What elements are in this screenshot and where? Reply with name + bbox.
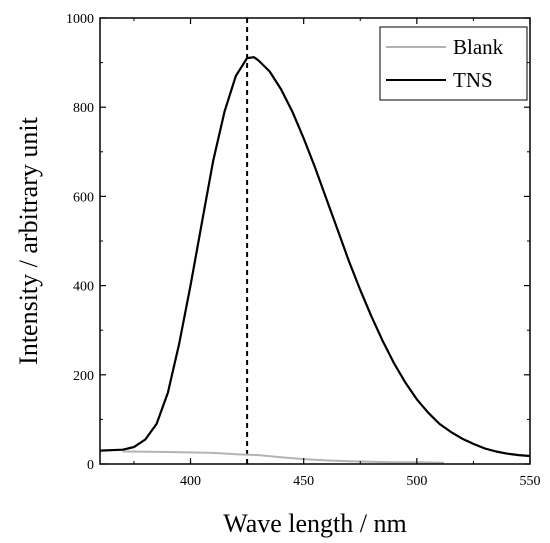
x-tick-label: 550 <box>520 474 541 489</box>
y-axis: 0 200 400 600 800 1000 <box>66 12 530 473</box>
legend-label-blank: Blank <box>453 35 504 59</box>
y-tick-label: 0 <box>87 458 94 473</box>
x-tick-label: 500 <box>406 474 427 489</box>
y-tick-label: 200 <box>73 369 94 384</box>
y-axis-title: Intensity / arbitrary unit <box>14 116 43 364</box>
y-tick-label: 1000 <box>66 12 94 27</box>
legend-label-tns: TNS <box>453 68 493 92</box>
legend-box <box>379 26 528 101</box>
legend: Blank TNS <box>379 26 528 101</box>
x-tick-label: 450 <box>293 474 314 489</box>
x-axis: 400 450 500 550 <box>133 18 541 489</box>
series-line-tns <box>99 56 531 458</box>
y-tick-label: 600 <box>73 190 94 205</box>
x-axis-title: Wave length / nm <box>223 509 406 538</box>
x-tick-label: 400 <box>180 474 201 489</box>
plot-frame <box>99 17 531 465</box>
y-tick-label: 800 <box>73 101 94 116</box>
y-tick-label: 400 <box>73 280 94 295</box>
series-line-blank <box>122 450 445 464</box>
